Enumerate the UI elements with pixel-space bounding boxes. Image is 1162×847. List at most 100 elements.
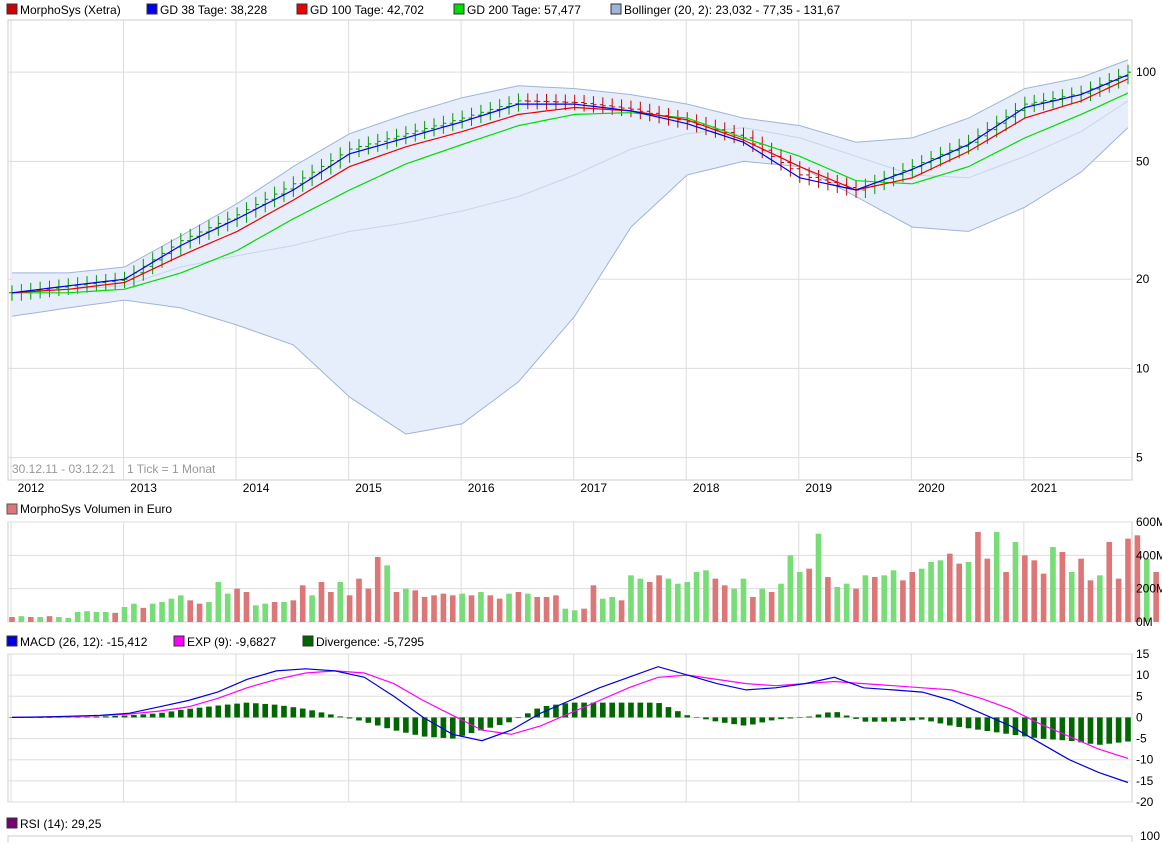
volume-bar	[740, 578, 747, 622]
x-tick-label: 2017	[580, 481, 607, 495]
volume-bar	[318, 582, 325, 622]
volume-bar	[140, 607, 147, 622]
volume-title: MorphoSys Volumen in Euro	[20, 502, 172, 516]
divergence-bar	[984, 717, 991, 732]
divergence-bar	[121, 715, 128, 718]
divergence-bar	[956, 717, 963, 727]
divergence-bar	[9, 717, 15, 718]
divergence-bar	[731, 717, 737, 725]
divergence-bar	[1115, 717, 1122, 743]
macd-legend-swatch	[6, 635, 18, 647]
divergence-bar	[918, 717, 925, 720]
volume-y-tick: 200M	[1136, 582, 1162, 596]
volume-bar	[796, 572, 803, 622]
macd-legend-item: EXP (9): -9,6827	[187, 635, 276, 649]
volume-bar	[618, 600, 625, 622]
rsi-legend-swatch	[6, 817, 18, 829]
volume-bar	[947, 553, 953, 622]
volume-y-tick: 0M	[1136, 615, 1153, 629]
macd-y-axis: 15 10 5 0 -5 -10 -15 -20	[1136, 647, 1154, 809]
divergence-bar	[93, 716, 100, 718]
volume-bar	[665, 578, 672, 622]
divergence-bar	[112, 715, 118, 718]
volume-bar	[131, 603, 137, 622]
price-y-tick: 5	[1136, 451, 1143, 465]
divergence-bar	[909, 717, 916, 721]
volume-bar	[778, 583, 784, 622]
divergence-bar	[993, 717, 1000, 733]
divergence-bar	[328, 714, 334, 718]
volume-y-tick: 600M	[1136, 515, 1162, 529]
volume-bar	[656, 575, 662, 622]
volume-bar	[262, 603, 269, 622]
volume-y-axis: 0M 200M 400M 600M	[1136, 515, 1162, 629]
divergence-bar	[928, 717, 934, 722]
price-y-axis: 5 10 20 50 100	[1136, 65, 1156, 464]
volume-bar	[834, 587, 841, 622]
legend-swatch	[146, 3, 158, 15]
volume-bar	[928, 562, 934, 622]
divergence-bar	[825, 712, 831, 718]
volume-bar	[806, 568, 812, 622]
bollinger-lower	[11, 127, 1129, 435]
price-x-axis: 2012 2013 2014 2015 2016 2017 2018 2019 2020 2021	[18, 481, 1058, 495]
x-tick-label: 2018	[693, 481, 720, 495]
divergence-bar	[478, 717, 484, 731]
volume-bar	[750, 597, 756, 622]
divergence-bar	[675, 711, 681, 718]
price-y-tick: 50	[1136, 154, 1150, 168]
divergence-bar	[787, 717, 794, 719]
volume-bar	[684, 582, 691, 622]
volume-bar	[1003, 572, 1009, 622]
volume-bars	[9, 532, 1159, 622]
divergence-bar	[1050, 717, 1056, 740]
macd-panel	[7, 653, 1133, 803]
divergence-bar	[131, 714, 137, 718]
divergence-bar	[815, 714, 822, 718]
volume-bar	[412, 590, 419, 622]
volume-bar	[1078, 558, 1084, 622]
divergence-bar	[46, 717, 53, 718]
macd-y-tick: -15	[1136, 774, 1154, 788]
divergence-bar	[65, 717, 72, 718]
volume-bar	[524, 593, 531, 622]
price-y-tick: 100	[1136, 65, 1156, 79]
volume-bar	[374, 557, 381, 622]
volume-bar	[65, 617, 72, 622]
divergence-bar	[759, 717, 766, 723]
divergence-bar	[1078, 717, 1084, 743]
macd-y-tick: 15	[1136, 647, 1150, 661]
volume-bar	[1097, 575, 1103, 622]
x-tick-label: 2013	[130, 481, 157, 495]
moving-averages	[11, 74, 1129, 294]
macd-legend-item: Divergence: -5,7295	[316, 635, 424, 649]
divergence-bar	[553, 704, 559, 718]
divergence-bar	[74, 716, 81, 718]
divergence-bar	[721, 717, 728, 723]
divergence-bar	[215, 705, 222, 718]
macd-line	[11, 666, 1129, 784]
volume-bar	[84, 611, 90, 622]
volume-bar	[956, 563, 963, 622]
volume-bar	[149, 603, 156, 622]
divergence-bars	[9, 702, 1131, 745]
price-y-tick: 10	[1136, 361, 1150, 375]
macd-legend-item: MACD (26, 12): -15,412	[20, 635, 148, 649]
divergence-bar	[703, 717, 709, 720]
volume-bar	[1040, 573, 1047, 622]
divergence-bar	[487, 717, 494, 728]
volume-bar	[506, 593, 512, 622]
macd-legend-swatch	[302, 635, 314, 647]
volume-bar	[159, 602, 165, 622]
volume-bar	[787, 555, 794, 622]
volume-bar	[102, 612, 109, 622]
legend-swatch	[6, 3, 18, 15]
divergence-bar	[843, 715, 850, 718]
volume-bar	[693, 572, 700, 622]
divergence-bar	[224, 704, 231, 718]
volume-bar	[449, 595, 456, 622]
volume-bar	[215, 582, 222, 622]
divergence-bar	[449, 717, 456, 739]
volume-bar	[590, 585, 597, 622]
